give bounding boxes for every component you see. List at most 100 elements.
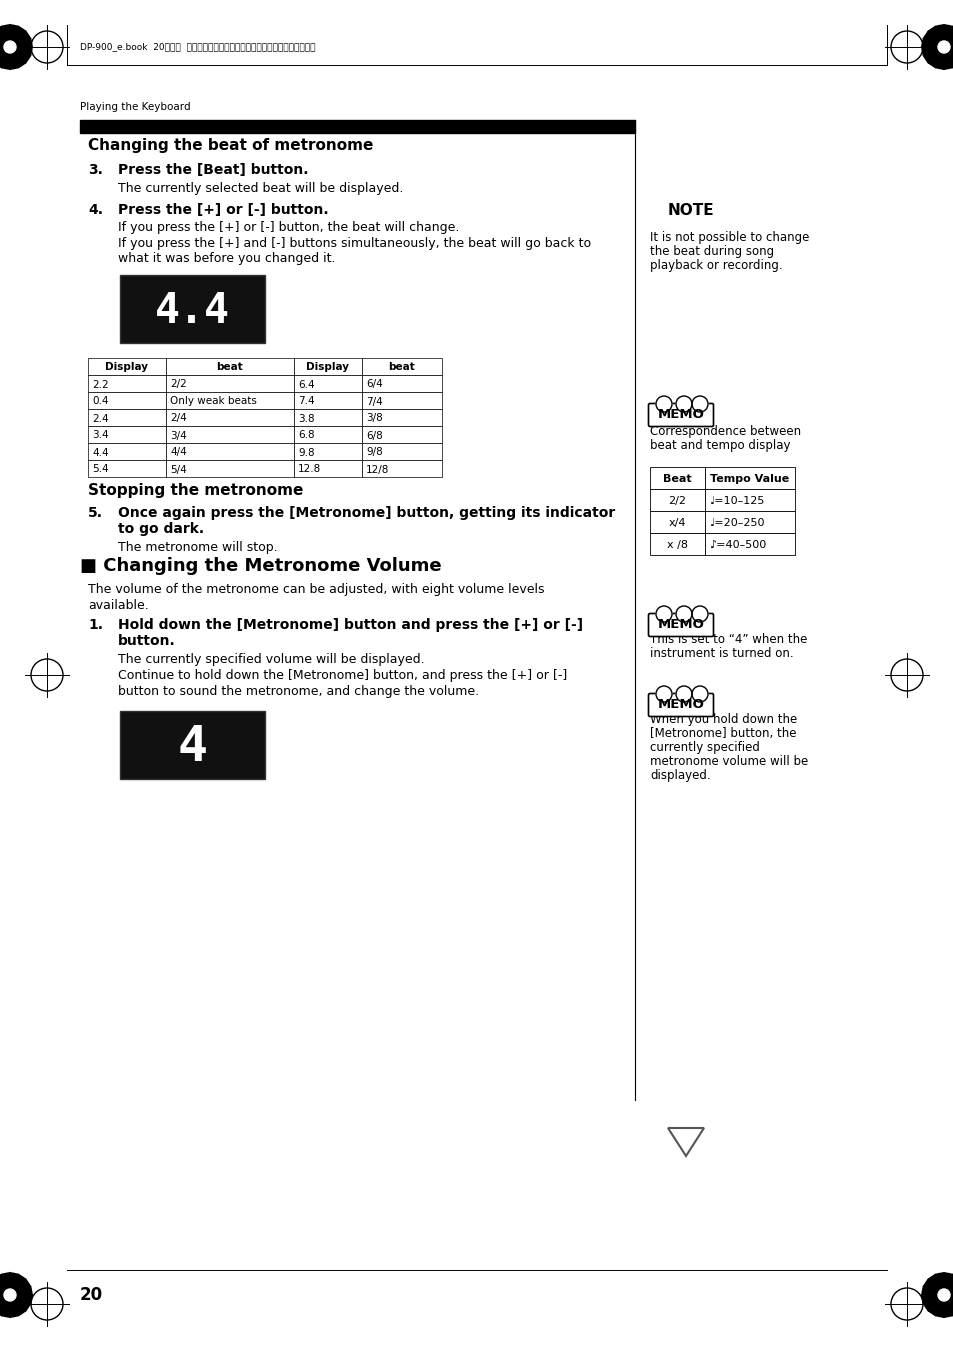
Text: 6/4: 6/4 [366,380,382,389]
Bar [88,358,166,376]
Text: displayed.: displayed. [649,769,710,782]
Text: 0.4: 0.4 [91,396,109,407]
Text: If you press the [+] and [-] buttons simultaneously, the beat will go back to: If you press the [+] and [-] buttons sim… [118,236,591,250]
Text: Hold down the [Metronome] button and press the [+] or [-]: Hold down the [Metronome] button and pre… [118,617,582,632]
Text: ■ Changing the Metronome Volume: ■ Changing the Metronome Volume [80,557,441,576]
Text: Beat: Beat [662,474,691,484]
Text: Once again press the [Metronome] button, getting its indicator: Once again press the [Metronome] button,… [118,507,615,520]
Bar [361,358,441,376]
Text: button to sound the metronome, and change the volume.: button to sound the metronome, and chang… [118,685,478,698]
Bar [88,426,166,443]
Text: The volume of the metronome can be adjusted, with eight volume levels: The volume of the metronome can be adjus… [88,584,544,596]
Circle shape [921,26,953,69]
Text: MEMO: MEMO [657,408,703,422]
Circle shape [0,1273,32,1317]
Circle shape [4,41,16,53]
Bar [704,511,794,534]
Text: Continue to hold down the [Metronome] button, and press the [+] or [-]: Continue to hold down the [Metronome] bu… [118,669,567,682]
Text: 6.4: 6.4 [297,380,314,389]
Bar [166,409,294,426]
Text: DP-900_e.book  20ページ  ２００４年１１月２９日　月曜日　午後１２晎５８分: DP-900_e.book 20ページ ２００４年１１月２９日 月曜日 午後１２… [80,42,315,51]
Bar [294,392,361,409]
Text: 6/8: 6/8 [366,431,382,440]
Text: The currently specified volume will be displayed.: The currently specified volume will be d… [118,653,424,666]
Text: 7/4: 7/4 [366,396,382,407]
Text: Press the [Beat] button.: Press the [Beat] button. [118,163,308,177]
Text: what it was before you changed it.: what it was before you changed it. [118,253,335,265]
Bar [704,534,794,555]
Bar [649,489,704,511]
Circle shape [937,1289,949,1301]
Text: 3/4: 3/4 [170,431,187,440]
Bar [166,459,294,477]
Text: NOTE: NOTE [667,203,714,218]
Text: 3.: 3. [88,163,103,177]
Circle shape [931,1283,953,1306]
Text: playback or recording.: playback or recording. [649,259,781,272]
Text: 3/8: 3/8 [366,413,382,423]
Bar [649,534,704,555]
Bar [166,376,294,392]
Circle shape [0,1283,22,1306]
Text: 2/2: 2/2 [170,380,187,389]
Bar [88,376,166,392]
Text: 9.8: 9.8 [297,447,314,458]
Bar [361,426,441,443]
Circle shape [676,607,691,621]
Text: Changing the beat of metronome: Changing the beat of metronome [88,138,373,153]
Bar [166,443,294,459]
Bar [294,358,361,376]
Text: Tempo Value: Tempo Value [710,474,789,484]
Text: [Metronome] button, the: [Metronome] button, the [649,727,796,740]
Text: 5.4: 5.4 [91,465,109,474]
Text: Press the [+] or [-] button.: Press the [+] or [-] button. [118,203,328,218]
Circle shape [656,607,671,621]
Text: available.: available. [88,598,149,612]
Text: Display: Display [306,362,349,373]
Circle shape [676,396,691,412]
Bar [120,711,265,780]
Text: 5/4: 5/4 [170,465,187,474]
Bar [294,426,361,443]
Text: beat: beat [216,362,243,373]
Text: When you hold down the: When you hold down the [649,713,797,725]
Bar [649,467,704,489]
Text: 2.2: 2.2 [91,380,109,389]
Text: 4/4: 4/4 [170,447,187,458]
Bar [166,426,294,443]
Text: 4.4: 4.4 [154,290,230,332]
Bar [649,511,704,534]
FancyBboxPatch shape [648,613,713,636]
Text: 6.8: 6.8 [297,431,314,440]
Circle shape [676,686,691,703]
Bar [88,443,166,459]
Text: the beat during song: the beat during song [649,245,773,258]
Circle shape [0,26,32,69]
FancyBboxPatch shape [648,404,713,427]
Text: If you press the [+] or [-] button, the beat will change.: If you press the [+] or [-] button, the … [118,222,459,234]
Text: 4.4: 4.4 [91,447,109,458]
Bar [361,459,441,477]
Text: 2/2: 2/2 [668,496,686,507]
Text: ♩=10–125: ♩=10–125 [708,496,763,507]
Bar [361,409,441,426]
Text: x/4: x/4 [668,517,685,528]
Circle shape [937,41,949,53]
Bar [361,392,441,409]
FancyBboxPatch shape [648,693,713,716]
Bar [294,443,361,459]
Text: Correspondence between: Correspondence between [649,426,801,438]
Text: 2.4: 2.4 [91,413,109,423]
Text: Only weak beats: Only weak beats [170,396,256,407]
Text: 3.8: 3.8 [297,413,314,423]
Text: x /8: x /8 [666,540,687,550]
Bar [80,120,635,132]
Circle shape [691,686,707,703]
Text: 4.: 4. [88,203,103,218]
Text: 20: 20 [80,1286,103,1304]
Bar [704,489,794,511]
Text: 12/8: 12/8 [366,465,389,474]
Circle shape [0,35,22,59]
Text: It is not possible to change: It is not possible to change [649,231,808,245]
Bar [120,276,265,343]
